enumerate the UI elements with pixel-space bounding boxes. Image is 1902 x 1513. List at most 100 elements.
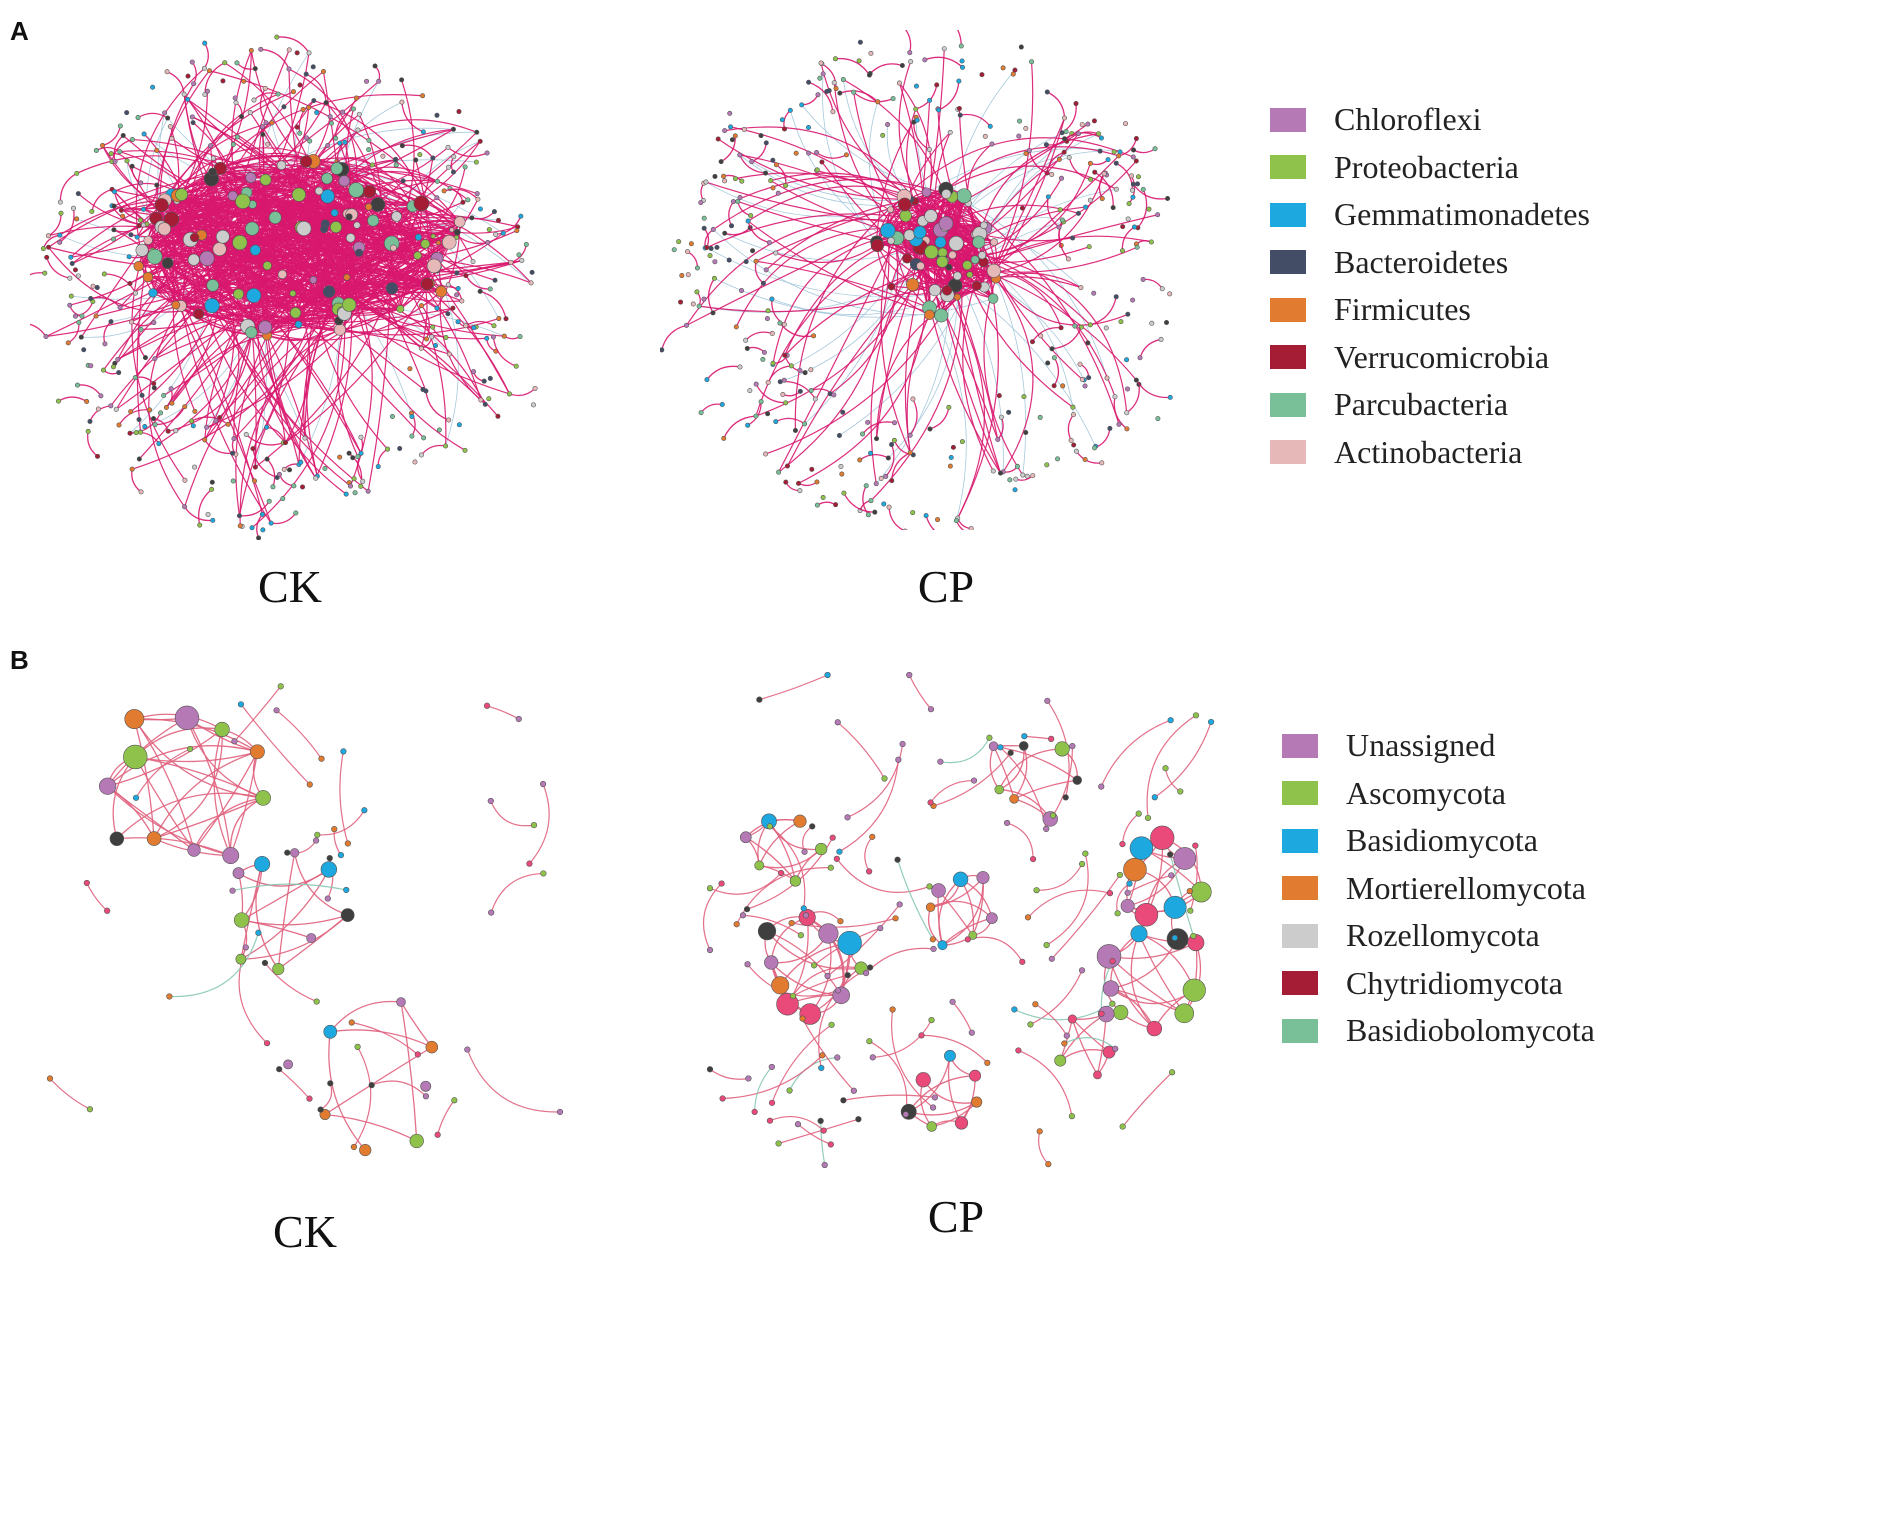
network-node — [820, 71, 826, 77]
network-node — [320, 69, 326, 75]
network-node — [694, 289, 700, 295]
network-node — [969, 1069, 982, 1082]
network-node — [260, 527, 266, 533]
network-node — [743, 337, 749, 343]
network-node — [202, 437, 208, 443]
legend-phylum: Chloroflexi Proteobacteria Gemmatimonadete… — [1270, 96, 1590, 476]
network-edge — [264, 962, 317, 1003]
network-node — [443, 334, 449, 340]
network-node — [413, 251, 422, 260]
network-node — [108, 403, 114, 409]
network-edge — [709, 1068, 749, 1080]
network-edge — [131, 469, 142, 493]
network-node — [890, 96, 896, 102]
network-node — [445, 144, 451, 150]
network-node — [764, 955, 779, 970]
network-node — [683, 322, 689, 328]
network-node — [1055, 456, 1061, 462]
network-node — [1067, 1014, 1077, 1024]
network-node — [783, 183, 789, 189]
network-node — [1044, 697, 1051, 704]
network-edge — [821, 63, 837, 89]
network-a-cp — [660, 30, 1173, 530]
network-node — [139, 392, 145, 398]
network-node — [57, 232, 63, 238]
network-node — [252, 464, 258, 470]
network-node — [1124, 410, 1130, 416]
legend-item: Unassigned — [1282, 722, 1595, 770]
network-node — [1096, 131, 1102, 137]
network-node — [937, 758, 944, 765]
network-node — [350, 1143, 358, 1151]
network-edge — [111, 138, 133, 162]
network-node — [488, 909, 495, 916]
network-node — [151, 416, 157, 422]
legend-item: Actinobacteria — [1270, 429, 1590, 477]
network-node — [1111, 149, 1117, 155]
network-node — [463, 273, 469, 279]
network-node — [351, 476, 357, 482]
network-node — [821, 1161, 828, 1169]
network-edge — [952, 1001, 973, 1033]
network-edge — [324, 1046, 433, 1116]
network-node — [1072, 775, 1082, 785]
network-node — [463, 323, 469, 329]
network-node — [496, 316, 502, 322]
network-node — [947, 129, 953, 135]
network-node — [1099, 460, 1105, 466]
network-node — [763, 170, 769, 176]
network-node — [784, 463, 790, 469]
network-node — [907, 450, 913, 456]
network-node — [487, 797, 494, 805]
network-node — [115, 356, 121, 362]
network-node — [841, 490, 847, 496]
network-node — [950, 444, 956, 450]
network-node — [220, 78, 226, 84]
network-edge — [266, 458, 276, 488]
network-node — [290, 848, 300, 858]
network-node — [206, 279, 219, 292]
network-edge — [102, 240, 438, 371]
network-node — [333, 323, 346, 336]
legend-item: Verrucomicrobia — [1270, 334, 1590, 382]
network-edge — [908, 674, 932, 710]
network-node — [751, 1108, 758, 1116]
network-node — [409, 433, 415, 439]
network-edge — [59, 172, 78, 203]
network-node — [189, 114, 195, 120]
network-node — [925, 902, 936, 912]
network-node — [214, 721, 230, 738]
network-node — [396, 997, 406, 1007]
network-node — [979, 72, 985, 78]
network-node — [276, 1066, 283, 1073]
network-node — [474, 129, 480, 135]
network-node — [205, 511, 211, 517]
network-node — [67, 302, 73, 308]
network-node — [76, 319, 82, 325]
network-node — [340, 748, 347, 755]
network-node — [84, 398, 90, 404]
network-node — [157, 222, 171, 236]
network-node — [1021, 733, 1028, 740]
network-node — [1027, 1021, 1034, 1028]
network-node — [1135, 181, 1141, 187]
network-edge — [712, 229, 930, 316]
network-node — [340, 109, 346, 115]
network-node — [74, 382, 80, 388]
network-node — [743, 906, 751, 913]
network-node — [151, 320, 157, 326]
network-node — [93, 313, 99, 319]
network-node — [343, 273, 351, 281]
network-node — [737, 152, 743, 158]
network-edge — [862, 485, 869, 516]
network-node — [90, 283, 96, 289]
network-node — [768, 178, 774, 184]
network-node — [885, 455, 891, 461]
network-node — [778, 869, 785, 877]
network-node — [815, 92, 821, 98]
network-node — [235, 953, 247, 965]
network-node — [765, 411, 771, 417]
network-edge — [820, 1120, 826, 1166]
network-node — [255, 790, 271, 806]
network-edge — [266, 320, 340, 341]
